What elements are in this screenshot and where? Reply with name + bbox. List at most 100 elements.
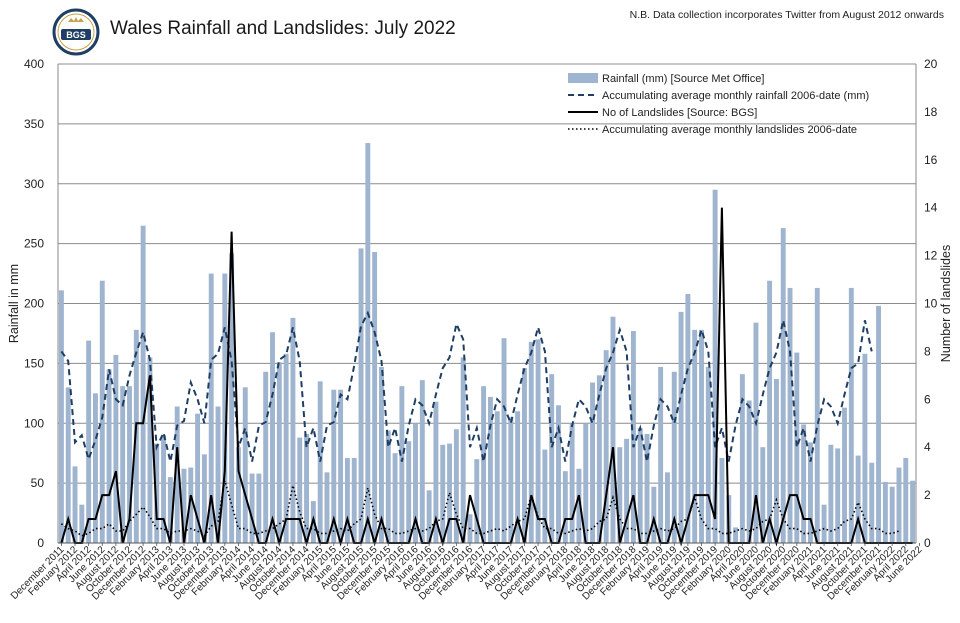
rainfall-bar	[317, 381, 323, 543]
y-tick-label: 150	[24, 356, 44, 370]
rainfall-bar	[147, 357, 153, 543]
rainfall-bar	[719, 457, 725, 543]
rainfall-bar	[644, 434, 650, 543]
rainfall-bar	[549, 374, 555, 543]
rainfall-bar	[814, 287, 820, 543]
rainfall-bar	[344, 457, 350, 543]
rainfall-bar	[753, 322, 759, 543]
rainfall-bar	[276, 362, 282, 543]
rainfall-bar	[896, 467, 902, 543]
rainfall-bar	[556, 405, 561, 543]
rainfall-bar	[876, 305, 881, 543]
rainfall-bar	[848, 287, 854, 543]
rainfall-bar	[406, 441, 412, 543]
rainfall-bar	[283, 353, 289, 543]
rainfall-bar	[474, 459, 480, 543]
rainfall-bar	[79, 504, 85, 543]
rainfall-bar	[494, 411, 500, 543]
rainfall-bar	[127, 386, 132, 543]
rainfall-bar	[385, 430, 391, 543]
rainfall-bar	[249, 473, 255, 543]
rainfall-bar	[855, 455, 861, 543]
logo-text: BGS	[66, 30, 86, 40]
rainfall-bar	[236, 447, 241, 543]
rainfall-bar	[773, 378, 779, 543]
rainfall-bar	[460, 357, 466, 543]
rainfall-bar	[201, 454, 207, 543]
rainfall-bar	[842, 407, 847, 543]
y-tick-label: 100	[24, 416, 44, 430]
y-right-tick-label: 16	[924, 153, 938, 167]
y-right-tick-label: 4	[924, 440, 931, 454]
rainfall-bar	[889, 486, 895, 543]
rainfall-bar	[399, 386, 405, 543]
legend-label: Accumulating average monthly landslides …	[602, 124, 857, 136]
rainfall-bar	[699, 329, 704, 543]
rainfall-bar	[528, 341, 534, 543]
rainfall-bar	[733, 527, 738, 543]
y-right-tick-label: 20	[924, 57, 938, 71]
y-tick-label: 250	[24, 237, 44, 251]
rainfall-bar	[576, 468, 582, 543]
rainfall-bar	[270, 332, 275, 543]
rainfall-bar	[692, 329, 698, 543]
logo-text-band	[61, 29, 91, 40]
rainfall-bar	[808, 442, 813, 543]
rainfall-bar	[263, 371, 269, 543]
rainfall-bar	[787, 287, 793, 543]
rainfall-bar	[174, 406, 180, 543]
rainfall-bar	[290, 317, 296, 543]
legend-label: No of Landslides [Source: BGS]	[602, 107, 757, 119]
bgs-logo: BGS	[52, 8, 100, 56]
rainfall-bar	[665, 472, 670, 543]
rainfall-bar	[542, 449, 548, 543]
rainfall-bar	[256, 473, 262, 543]
rainfall-bar	[161, 435, 166, 543]
rainfall-bar	[426, 490, 432, 543]
rainfall-bar	[365, 143, 371, 543]
rainfall-bar	[569, 423, 575, 543]
y-tick-label: 0	[37, 536, 44, 550]
rainfall-bar	[508, 417, 514, 543]
rainfall-bar	[678, 311, 684, 543]
rainfall-bar	[501, 338, 507, 543]
rainfall-bar	[242, 387, 248, 543]
rainfall-bar	[113, 354, 119, 543]
rainfall-bar	[351, 457, 357, 543]
rainfall-bar	[794, 352, 800, 543]
rainfall-bar	[610, 316, 616, 543]
rainfall-bar	[392, 453, 398, 543]
y-tick-label: 300	[24, 177, 44, 191]
rainfall-bar	[801, 424, 807, 543]
rainfall-bar	[99, 280, 105, 543]
y-tick-label: 350	[24, 117, 44, 131]
rainfall-bar	[106, 369, 112, 543]
rainfall-bar	[372, 252, 378, 543]
rainfall-bar	[882, 481, 888, 543]
rainfall-bar	[331, 389, 337, 543]
rainfall-bar	[58, 290, 64, 543]
y-tick-label: 400	[24, 57, 44, 71]
rainfall-bar	[120, 386, 126, 543]
y-right-tick-label: 18	[924, 105, 938, 119]
legend-label: Accumulating average monthly rainfall 20…	[602, 90, 869, 102]
rainfall-bar	[86, 340, 92, 543]
rainfall-bar	[821, 504, 827, 543]
rainfall-bar	[705, 366, 711, 543]
rainfall-bar	[93, 393, 98, 543]
axes: 0 50 100 150 200 250 300 350 400 0 2 4 6 8 10 12 14 16 18 2…	[7, 57, 953, 602]
logo-inner-ring	[57, 13, 95, 51]
rainfall-bar	[685, 293, 691, 543]
rainfall-bar	[487, 396, 493, 543]
rainfall-bar	[903, 457, 909, 543]
rainfall-bar	[862, 353, 868, 543]
y-axis-label: Rainfall in mm	[7, 264, 21, 343]
rainfall-bar	[583, 423, 589, 543]
rainfall-bar	[910, 480, 916, 543]
rainfall-bar	[358, 248, 364, 544]
rainfall-bar	[222, 273, 228, 543]
rainfall-bar	[208, 273, 214, 543]
rainfall-bar	[671, 371, 677, 543]
rainfall-bar	[297, 437, 303, 543]
rainfall-bar	[522, 368, 527, 543]
